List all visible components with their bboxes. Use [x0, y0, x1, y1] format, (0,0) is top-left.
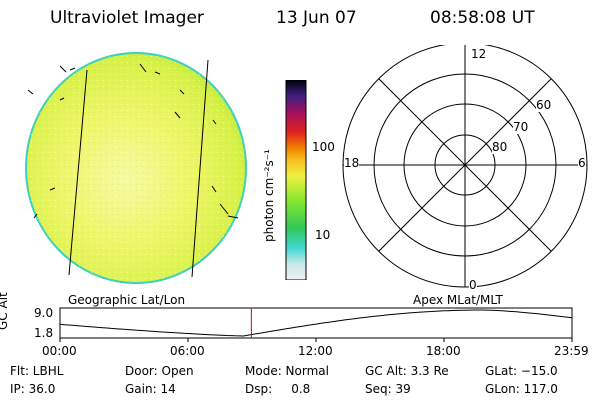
altitude-ytick-min: 1.8 [34, 326, 54, 340]
info-mode: Mode: Normal [245, 364, 329, 378]
xtick-0600: 06:00 [170, 344, 205, 358]
longitude-line-left [68, 69, 88, 276]
altitude-curve [59, 309, 573, 337]
info-flt: Flt: LBHL [10, 364, 64, 378]
apex-label: Apex MLat/MLT [413, 293, 503, 307]
mlt-label-18: 18 [344, 156, 360, 170]
colorbar-label: photon cm⁻²s⁻¹ [262, 149, 276, 242]
time-label: 08:58:08 UT [430, 8, 535, 28]
info-ip: IP: 36.0 [10, 382, 56, 396]
lat-label-80: 80 [492, 140, 508, 154]
info-gain: Gain: 14 [125, 382, 176, 396]
xtick-0000: 00:00 [42, 344, 77, 358]
colorbar-tick-10: 10 [315, 228, 331, 242]
polar-plot [342, 45, 588, 288]
mlt-label-0: 0 [469, 278, 477, 292]
info-dsp: Dsp: 0.8 [245, 382, 311, 396]
instrument-title: Ultraviolet Imager [50, 8, 204, 28]
info-seq: Seq: 39 [365, 382, 411, 396]
altitude-ytick-max: 9.0 [34, 306, 54, 320]
info-glat: GLat: −15.0 [485, 364, 558, 378]
xtick-2359: 23:59 [554, 344, 589, 358]
mlt-label-12: 12 [471, 47, 487, 61]
info-glon: GLon: 117.0 [485, 382, 558, 396]
lat-label-70: 70 [513, 120, 529, 134]
colorbar-tick-100: 100 [312, 140, 335, 154]
altitude-plot [59, 307, 573, 342]
info-door: Door: Open [125, 364, 194, 378]
lat-label-60: 60 [536, 98, 552, 112]
mlt-label-6: 6 [578, 156, 586, 170]
longitude-line-right [191, 59, 209, 278]
xtick-1800: 18:00 [426, 344, 461, 358]
xtick-1200: 12:00 [298, 344, 333, 358]
date-label: 13 Jun 07 [276, 8, 357, 28]
altitude-ylabel: GC Alt [0, 292, 10, 330]
info-gc-alt: GC Alt: 3.3 Re [365, 364, 449, 378]
colorbar [285, 80, 307, 280]
geographic-label: Geographic Lat/Lon [68, 293, 186, 307]
coastline-fragments [27, 63, 239, 219]
